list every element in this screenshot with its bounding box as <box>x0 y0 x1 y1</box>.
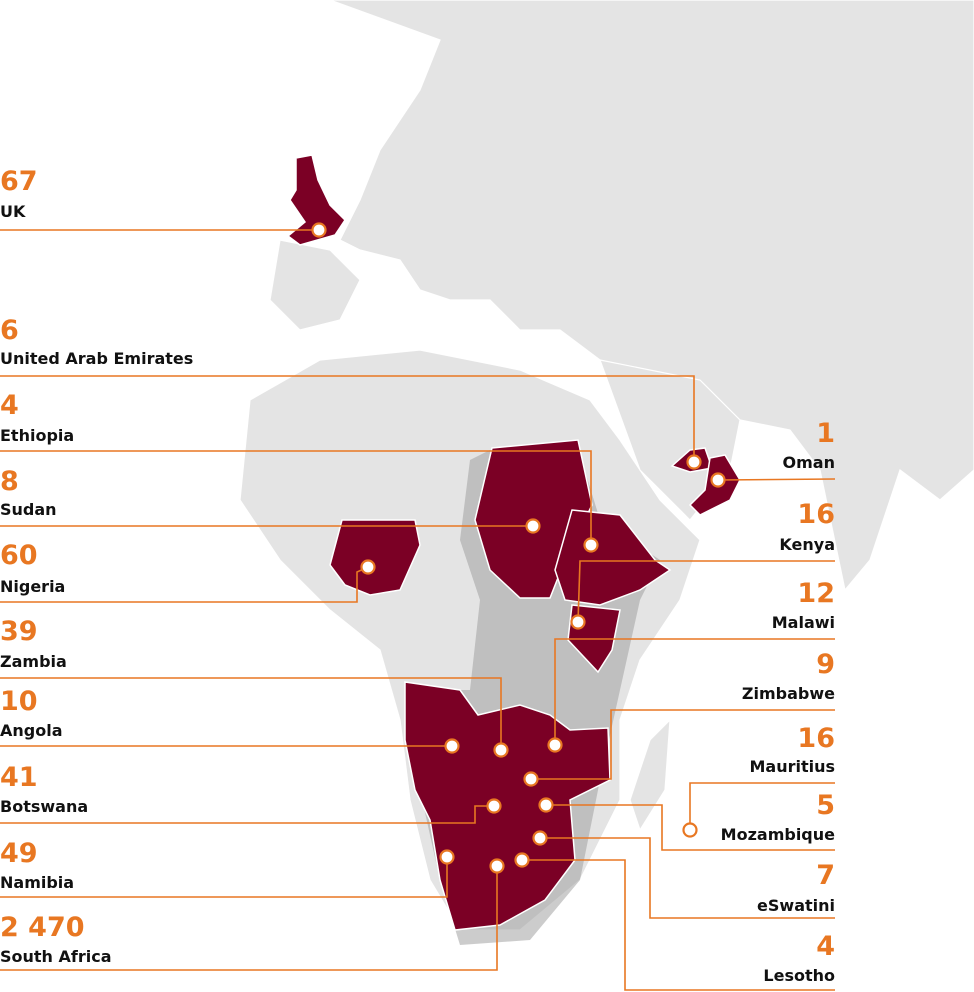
location-marker <box>525 518 541 534</box>
location-count: 8 <box>0 466 19 497</box>
location-marker <box>489 858 505 874</box>
leader-line <box>0 857 448 898</box>
location-name: Kenya <box>779 535 835 554</box>
callouts: 67 UK 6 United Arab Emirates 4 Ethiopia 8 Sudan… <box>0 166 836 991</box>
leader-line <box>522 859 835 991</box>
location-marker <box>682 822 698 838</box>
leader-line <box>531 709 835 780</box>
location-name: Ethiopia <box>0 426 74 445</box>
location-count: 39 <box>0 616 38 647</box>
location-count: 16 <box>797 723 835 754</box>
location-name: Lesotho <box>763 966 835 985</box>
location-marker <box>439 849 455 865</box>
location-count: 1 <box>816 418 835 449</box>
location-count: 67 <box>0 166 38 197</box>
location-marker <box>538 797 554 813</box>
location-name: Malawi <box>772 613 835 632</box>
location-name: UK <box>0 202 26 221</box>
location-marker <box>311 222 327 238</box>
location-marker <box>532 830 548 846</box>
location-count: 9 <box>816 649 835 680</box>
location-count: 6 <box>0 315 19 346</box>
location-marker <box>444 738 460 754</box>
location-marker <box>686 454 702 470</box>
leader-line <box>0 805 494 824</box>
leader-line <box>577 560 835 623</box>
location-name: Zambia <box>0 652 67 671</box>
location-count: 7 <box>816 860 835 891</box>
leader-line <box>0 866 498 971</box>
leader-line <box>0 677 502 750</box>
location-name: South Africa <box>0 947 112 966</box>
location-count: 60 <box>0 540 38 571</box>
location-name: eSwatini <box>757 896 835 915</box>
location-count: 12 <box>797 578 835 609</box>
leader-line <box>0 450 592 545</box>
leader-line <box>540 837 835 919</box>
leader-line <box>554 638 835 745</box>
location-marker <box>514 852 530 868</box>
location-marker <box>486 798 502 814</box>
leader-line <box>689 782 835 830</box>
location-count: 10 <box>0 686 38 717</box>
land <box>269 239 361 331</box>
location-name: Namibia <box>0 873 74 892</box>
location-marker <box>523 771 539 787</box>
nigeria <box>329 519 421 596</box>
leader-line <box>0 375 695 462</box>
location-marker <box>710 472 726 488</box>
location-count: 49 <box>0 838 38 869</box>
location-count: 4 <box>816 931 835 962</box>
location-count: 2 470 <box>0 912 85 943</box>
location-name: United Arab Emirates <box>0 349 193 368</box>
location-marker <box>360 559 376 575</box>
location-marker <box>547 737 563 753</box>
leader-line <box>717 478 836 481</box>
location-count: 41 <box>0 762 38 793</box>
location-count: 4 <box>0 390 19 421</box>
location-name: Angola <box>0 721 63 740</box>
land <box>629 718 671 832</box>
location-name: Oman <box>783 453 835 472</box>
location-marker <box>493 742 509 758</box>
location-count: 5 <box>816 790 835 821</box>
base-map <box>239 0 974 931</box>
ethiopia <box>554 509 672 606</box>
location-marker <box>570 614 586 630</box>
location-name: Mauritius <box>749 757 835 776</box>
location-count: 16 <box>797 499 835 530</box>
location-name: Mozambique <box>721 825 835 844</box>
location-name: Nigeria <box>0 577 65 596</box>
location-name: Zimbabwe <box>742 684 835 703</box>
location-marker <box>583 537 599 553</box>
location-name: Botswana <box>0 797 88 816</box>
uk <box>286 154 346 246</box>
location-name: Sudan <box>0 500 57 519</box>
leader-line <box>546 804 835 851</box>
